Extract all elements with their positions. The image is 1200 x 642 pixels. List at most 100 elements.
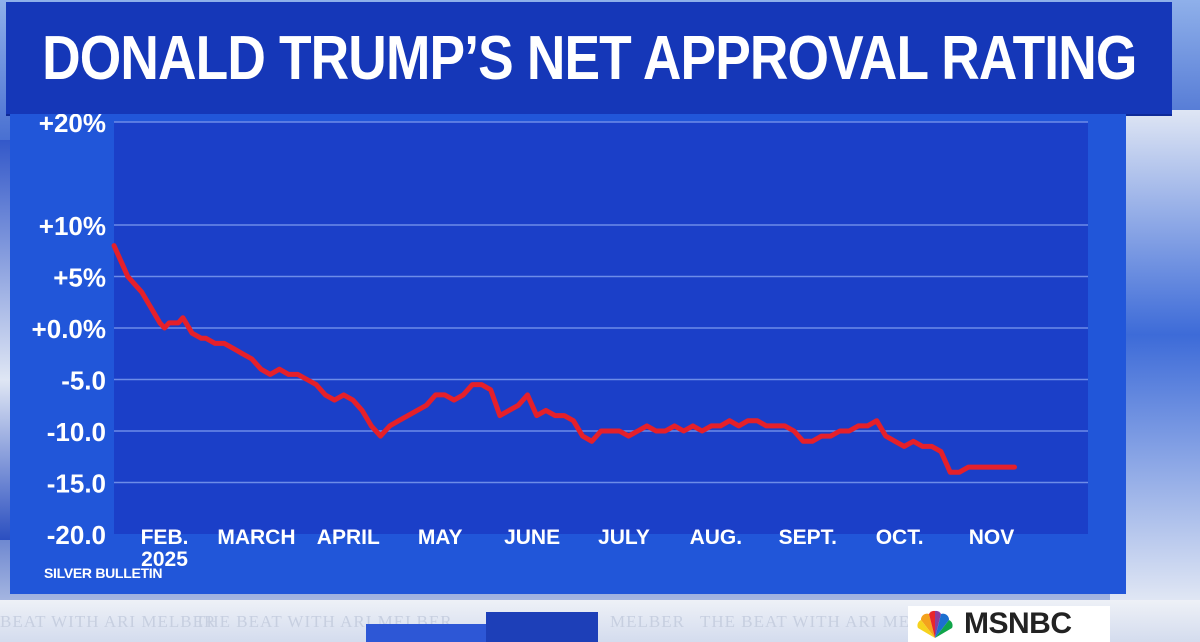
data-point [930,444,934,448]
data-point [1012,465,1016,469]
data-point [884,434,888,438]
data-point [213,341,217,345]
data-point [535,414,539,418]
data-point [378,434,382,438]
data-point [746,419,750,423]
data-point [636,429,640,433]
data-point [305,378,309,381]
data-point [149,305,153,309]
x-tick-label: APRIL [317,526,380,549]
data-point [1003,465,1007,469]
data-point [443,393,447,397]
data-point [470,383,474,387]
data-point [424,403,428,407]
chart-title: DONALD TRUMP’S NET APPROVAL RATING [41,23,1137,93]
data-point [342,393,346,397]
data-point [135,285,139,289]
data-point [829,434,833,438]
data-point [126,275,130,278]
data-point [737,424,741,428]
data-point [351,398,355,402]
data-point [259,367,263,371]
ticker-block [486,612,598,642]
data-point [181,316,185,320]
data-point [158,321,162,325]
x-tick-label: NOV [969,526,1015,549]
data-point [461,393,465,397]
data-point [957,470,961,474]
data-point [553,414,557,418]
data-point [562,414,566,418]
data-point [544,408,548,412]
data-point [700,429,704,433]
data-point [525,393,529,397]
data-point [222,341,226,345]
data-point [617,429,621,433]
data-point [268,372,272,376]
data-point [792,429,796,433]
y-tick-label: +20% [39,114,106,138]
x-tick-label: JUNE [504,526,560,549]
data-point [590,439,594,443]
source-note: SILVER BULLETIN [44,565,163,581]
y-tick-label: +5% [53,263,106,293]
data-point [764,424,768,428]
data-point [691,424,695,428]
data-point [360,408,364,412]
data-point [599,429,603,433]
data-point [498,414,502,418]
data-point [663,429,667,433]
data-point [112,244,116,248]
data-point [241,352,245,356]
data-point [516,403,520,407]
data-point [415,408,419,412]
data-point [489,388,493,392]
data-point [480,383,484,387]
data-point [231,347,235,351]
y-tick-label: -10.0 [47,417,106,447]
data-point [333,398,337,402]
y-tick-label: -5.0 [61,366,106,396]
data-point [718,424,722,428]
data-point [847,429,851,433]
data-point [176,321,180,325]
data-point [820,434,824,438]
data-point [645,424,649,428]
data-point [314,383,318,387]
data-point [902,444,906,448]
data-point [121,264,125,268]
x-tick-label: MAY [418,526,463,549]
y-tick-label: -20.0 [47,520,106,550]
network-name: MSNBC [964,607,1072,640]
data-point [323,393,327,397]
data-point [627,434,631,438]
data-point [994,465,998,469]
data-point [682,429,686,433]
y-tick-label: -15.0 [47,469,106,499]
data-point [397,419,401,423]
data-point [774,424,778,428]
data-point [801,439,805,443]
data-point [709,424,713,428]
net-approval-chart: +20% +10% +5% +0.0% -5.0 -10.0 -15.0 -20.0 FEB.2… [32,114,1088,571]
series-line [111,243,1017,475]
data-point [838,429,842,433]
x-tick-label: MARCH [217,526,295,549]
data-point [250,357,254,361]
data-point [452,398,456,402]
data-point [654,429,658,433]
data-point [967,465,971,469]
data-point [204,336,208,340]
data-point [199,336,203,340]
y-tick-label: +0.0% [32,314,106,344]
data-point [296,372,300,376]
data-point [911,439,915,443]
x-tick-label: FEB. [141,526,189,549]
ticker-text: BEAT WITH ARI MELBER [0,612,217,631]
data-point [388,424,392,428]
data-point [369,424,373,428]
data-point [287,372,291,376]
title-bar: DONALD TRUMP’S NET APPROVAL RATING [6,2,1172,114]
data-point [728,419,732,423]
data-point [608,429,612,433]
